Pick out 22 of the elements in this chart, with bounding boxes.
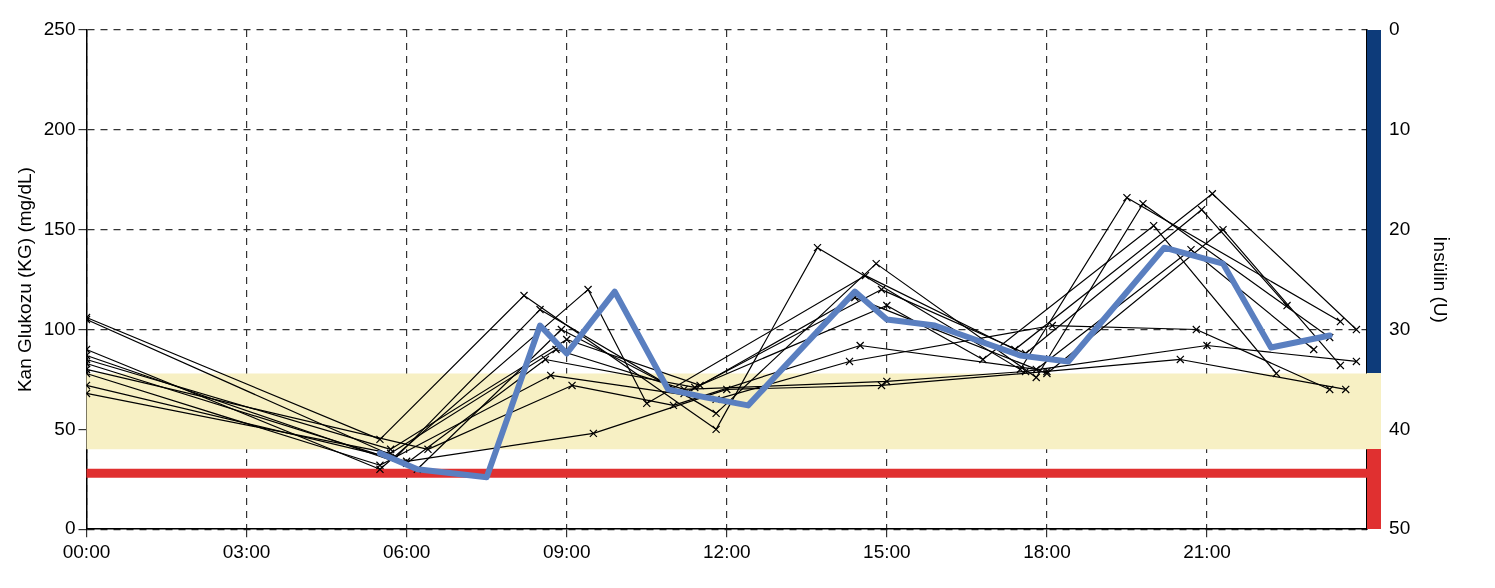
y-tick-label: 0 [64,517,76,539]
y-tick-label: 250 [43,18,76,40]
x-tick-label: 18:00 [1023,540,1071,562]
y2-tick-label: 30 [1389,317,1411,339]
x-tick-label: 15:00 [863,540,911,562]
y2-tick-label: 10 [1389,118,1411,140]
x-tick-label: 00:00 [62,540,111,562]
y-axis-title: Kan Glukozu (KG) (mg/dL) [13,167,35,393]
x-tick-label: 03:00 [222,540,271,562]
y2-tick-label: 0 [1389,18,1400,40]
x-tick-label: 09:00 [542,540,591,562]
x-tick-label: 12:00 [703,540,751,562]
y2-tick-label: 40 [1389,417,1411,439]
y-tick-label: 200 [43,118,76,140]
y2-axis-title: İnsülin (U) [1430,236,1452,323]
y-tick-label: 50 [54,417,76,439]
y2-tick-label: 20 [1389,217,1411,239]
x-tick-label: 06:00 [382,540,431,562]
y-tick-label: 150 [43,217,76,239]
y2-tick-label: 50 [1389,517,1411,539]
x-tick-label: 21:00 [1183,540,1231,562]
y-tick-label: 100 [43,317,76,339]
